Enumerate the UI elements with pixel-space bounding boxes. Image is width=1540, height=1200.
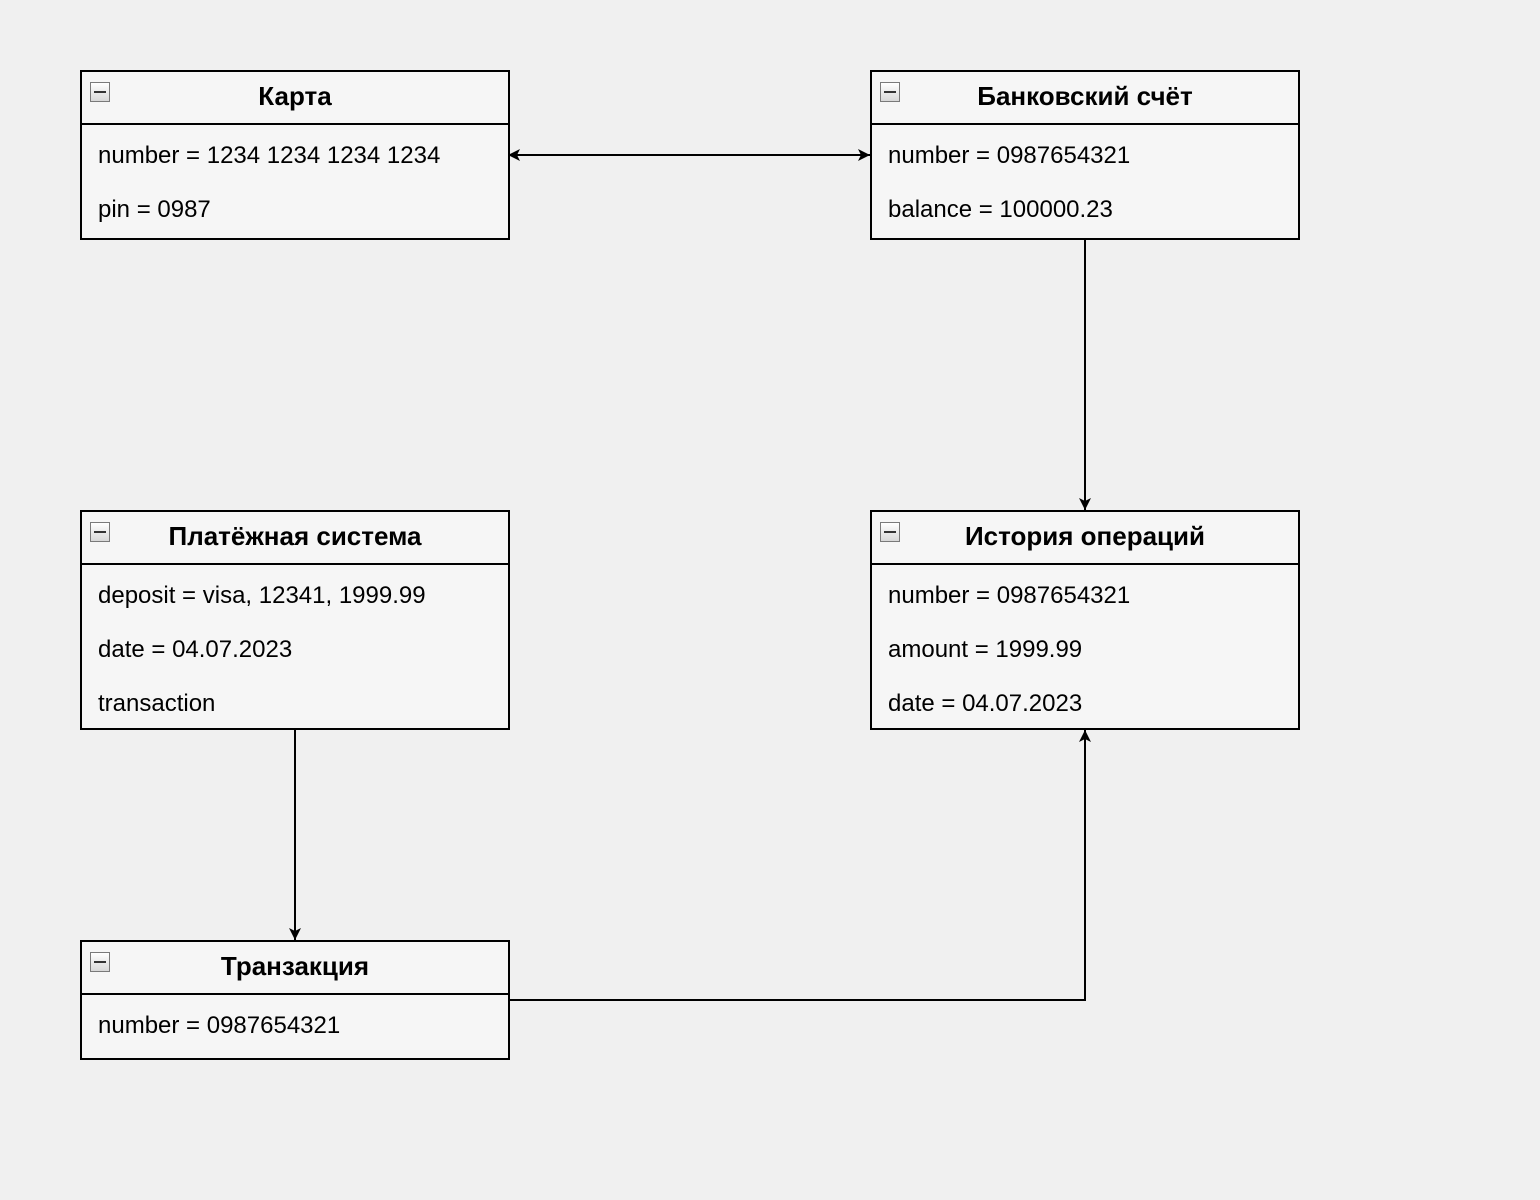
node-account-title: Банковский счёт xyxy=(977,81,1192,111)
node-account-body: number = 0987654321 balance = 100000.23 xyxy=(872,125,1298,242)
attr: number = 0987654321 xyxy=(82,999,508,1053)
node-account-header[interactable]: Банковский счёт xyxy=(872,72,1298,125)
node-history-header[interactable]: История операций xyxy=(872,512,1298,565)
node-transaction-header[interactable]: Транзакция xyxy=(82,942,508,995)
node-paysys-body: deposit = visa, 12341, 1999.99 date = 04… xyxy=(82,565,508,736)
node-transaction[interactable]: Транзакция number = 0987654321 xyxy=(80,940,510,1060)
node-history-title: История операций xyxy=(965,521,1205,551)
node-card-header[interactable]: Карта xyxy=(82,72,508,125)
diagram-canvas: Карта number = 1234 1234 1234 1234 pin =… xyxy=(0,0,1540,1200)
attr: date = 04.07.2023 xyxy=(82,623,508,677)
attr: transaction xyxy=(82,677,508,731)
attr: number = 0987654321 xyxy=(872,129,1298,183)
node-history[interactable]: История операций number = 0987654321 amo… xyxy=(870,510,1300,730)
node-paysys-header[interactable]: Платёжная система xyxy=(82,512,508,565)
node-account[interactable]: Банковский счёт number = 0987654321 bala… xyxy=(870,70,1300,240)
attr: pin = 0987 xyxy=(82,183,508,237)
node-paysys[interactable]: Платёжная система deposit = visa, 12341,… xyxy=(80,510,510,730)
node-card-title: Карта xyxy=(258,81,331,111)
attr: deposit = visa, 12341, 1999.99 xyxy=(82,569,508,623)
collapse-icon[interactable] xyxy=(880,82,900,102)
node-transaction-body: number = 0987654321 xyxy=(82,995,508,1057)
node-paysys-title: Платёжная система xyxy=(169,521,422,551)
attr: amount = 1999.99 xyxy=(872,623,1298,677)
edge xyxy=(510,730,1085,1000)
attr: balance = 100000.23 xyxy=(872,183,1298,237)
collapse-icon[interactable] xyxy=(880,522,900,542)
node-card-body: number = 1234 1234 1234 1234 pin = 0987 xyxy=(82,125,508,242)
collapse-icon[interactable] xyxy=(90,952,110,972)
attr: number = 1234 1234 1234 1234 xyxy=(82,129,508,183)
node-transaction-title: Транзакция xyxy=(221,951,369,981)
node-history-body: number = 0987654321 amount = 1999.99 dat… xyxy=(872,565,1298,736)
attr: number = 0987654321 xyxy=(872,569,1298,623)
attr: date = 04.07.2023 xyxy=(872,677,1298,731)
collapse-icon[interactable] xyxy=(90,522,110,542)
node-card[interactable]: Карта number = 1234 1234 1234 1234 pin =… xyxy=(80,70,510,240)
collapse-icon[interactable] xyxy=(90,82,110,102)
